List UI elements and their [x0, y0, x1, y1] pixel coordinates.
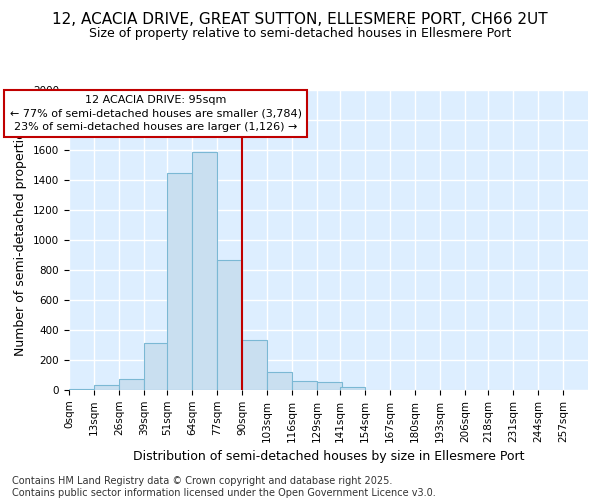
Bar [217, 260, 242, 390]
Bar [144, 343, 169, 390]
Bar [119, 379, 144, 390]
Bar [192, 152, 217, 390]
Text: 12, ACACIA DRIVE, GREAT SUTTON, ELLESMERE PORT, CH66 2UT: 12, ACACIA DRIVE, GREAT SUTTON, ELLESMER… [52, 12, 548, 28]
Bar [242, 340, 267, 390]
Bar [94, 385, 119, 390]
Text: Size of property relative to semi-detached houses in Ellesmere Port: Size of property relative to semi-detach… [89, 28, 511, 40]
Bar [340, 387, 365, 390]
Text: Contains HM Land Registry data © Crown copyright and database right 2025.
Contai: Contains HM Land Registry data © Crown c… [12, 476, 436, 498]
X-axis label: Distribution of semi-detached houses by size in Ellesmere Port: Distribution of semi-detached houses by … [133, 450, 524, 463]
Bar [292, 381, 317, 390]
Y-axis label: Number of semi-detached properties: Number of semi-detached properties [14, 124, 28, 356]
Bar [267, 372, 292, 390]
Bar [167, 172, 192, 390]
Bar [69, 388, 94, 390]
Bar [317, 382, 342, 390]
Text: 12 ACACIA DRIVE: 95sqm
← 77% of semi-detached houses are smaller (3,784)
23% of : 12 ACACIA DRIVE: 95sqm ← 77% of semi-det… [10, 95, 302, 132]
